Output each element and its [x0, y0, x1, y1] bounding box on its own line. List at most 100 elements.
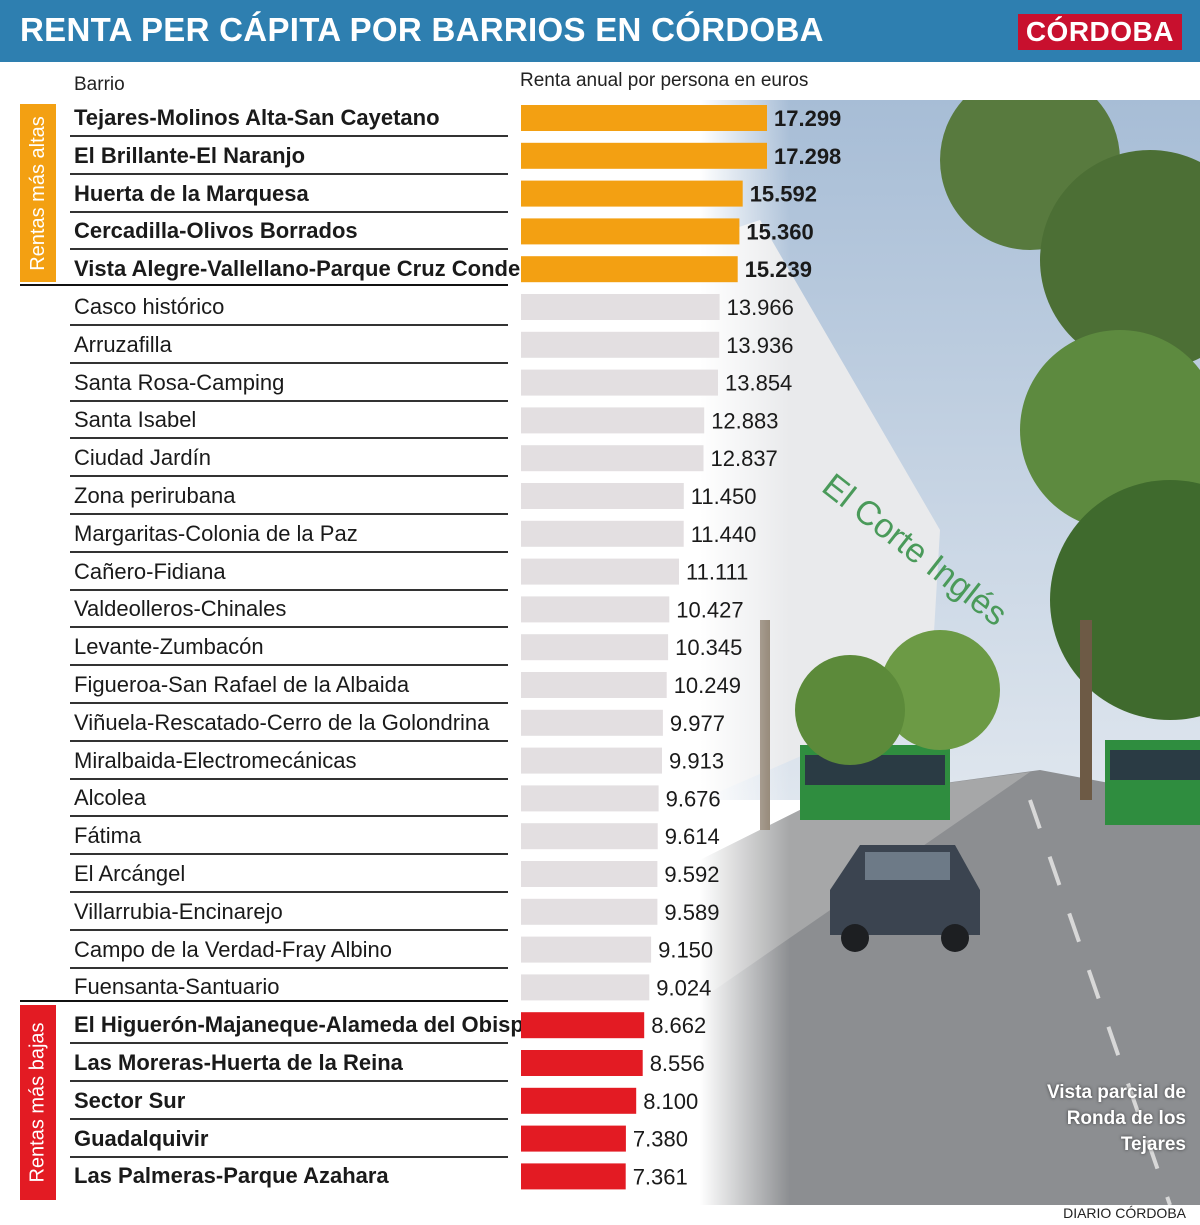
row-rule [70, 966, 508, 969]
value-label: 9.589 [664, 900, 719, 925]
category-label: Viñuela-Rescatado-Cerro de la Golondrina [74, 709, 490, 735]
row-rule [70, 475, 508, 478]
value-label: 9.150 [658, 938, 713, 963]
bar [521, 142, 767, 169]
caption-line: Vista parcial de [1046, 1082, 1186, 1103]
category-label: Las Palmeras-Parque Azahara [74, 1163, 389, 1189]
value-label: 8.556 [650, 1051, 705, 1076]
value-label: 7.380 [633, 1127, 688, 1152]
bar [521, 823, 658, 850]
value-label: 10.427 [676, 597, 743, 622]
bar [521, 672, 667, 698]
bar [521, 634, 669, 661]
row-rule [70, 1080, 508, 1082]
row-rule [70, 513, 508, 515]
row-rule [70, 399, 508, 402]
category-label: Figueroa-San Rafael de la Albaida [74, 672, 410, 697]
bar [521, 294, 720, 320]
caption-line: Tejares [1120, 1134, 1186, 1155]
row-rule [70, 1042, 508, 1045]
category-label: Arruzafilla [74, 331, 172, 357]
value-label: 13.966 [727, 295, 794, 320]
bar [521, 483, 684, 509]
bar [521, 1050, 643, 1076]
category-label: Casco histórico [74, 294, 225, 319]
value-label: 9.977 [670, 711, 725, 736]
bar [521, 861, 658, 887]
bar [521, 785, 659, 812]
row-rule [70, 702, 508, 704]
category-label: El Higuerón-Majaneque-Alameda del Obispo [74, 1012, 538, 1038]
source-credit: DIARIO CÓRDOBA [1063, 1205, 1186, 1221]
column-header-barrio: Barrio [74, 74, 125, 95]
bar [521, 105, 767, 131]
value-label: 15.239 [745, 257, 812, 282]
category-label: Cañero-Fidiana [74, 558, 226, 584]
bar [521, 256, 738, 283]
bar [521, 898, 658, 925]
row-rule [70, 777, 508, 780]
category-label: Alcolea [74, 785, 147, 811]
column-header-renta: Renta anual por persona en euros [520, 70, 809, 91]
category-label: Zona perirubana [74, 483, 236, 508]
row-rule [70, 891, 508, 893]
row-rule [70, 928, 508, 931]
bar [521, 936, 652, 963]
value-label: 8.662 [651, 1013, 706, 1038]
bar [521, 747, 662, 774]
category-label: El Arcángel [74, 861, 186, 886]
value-label: 17.298 [774, 144, 841, 169]
category-label: Las Moreras-Huerta de la Reina [74, 1050, 403, 1075]
value-label: 9.592 [664, 862, 719, 887]
bar [521, 1125, 626, 1152]
row-rule [70, 324, 508, 326]
bar [521, 1087, 637, 1114]
category-label: Campo de la Verdad-Fray Albino [74, 936, 392, 962]
row-rule [70, 1117, 508, 1120]
row-rule [70, 135, 508, 137]
row-rule [70, 664, 508, 667]
band-high-income: Rentas más altas [20, 104, 56, 282]
category-label: Santa Isabel [74, 407, 197, 433]
row-rule [70, 739, 508, 742]
value-label: 17.299 [774, 106, 841, 131]
bar [521, 974, 650, 1001]
category-label: Valdeolleros-Chinales [74, 596, 287, 622]
row-rule [70, 1155, 508, 1158]
row-rule [70, 172, 508, 175]
row-rule [70, 437, 508, 440]
category-label: Margaritas-Colonia de la Paz [74, 520, 358, 546]
category-label: Huerta de la Marquesa [74, 180, 309, 206]
header-bar: RENTA PER CÁPITA POR BARRIOS EN CÓRDOBA … [0, 0, 1200, 62]
category-label: Sector Sur [74, 1087, 186, 1113]
value-label: 8.100 [643, 1089, 698, 1114]
bar [521, 369, 718, 396]
value-label: 15.360 [746, 219, 813, 244]
category-label: Guadalquivir [74, 1125, 209, 1151]
caption-line: Ronda de los [1066, 1108, 1186, 1129]
bar [521, 331, 720, 358]
value-label: 12.883 [711, 408, 778, 433]
street-photo: El Corte Inglés [700, 100, 1200, 1205]
category-label: Miralbaida-Electromecánicas [74, 747, 357, 773]
bar [521, 596, 670, 623]
bar [521, 709, 663, 736]
value-label: 9.676 [666, 786, 721, 811]
separator-low [20, 1000, 508, 1002]
row-rule [70, 626, 508, 629]
bar [521, 445, 704, 472]
brand-logo: CÓRDOBA [1017, 14, 1182, 50]
category-label: Fuensanta-Santuario [74, 974, 280, 1000]
bar [521, 180, 743, 207]
category-label: Tejares-Molinos Alta-San Cayetano [74, 105, 440, 130]
photo-caption: Vista parcial de Ronda de los Tejares [986, 1080, 1186, 1158]
category-label: El Brillante-El Naranjo [74, 142, 306, 168]
band-low-income: Rentas más bajas [20, 1005, 56, 1200]
value-label: 13.936 [726, 333, 793, 358]
value-label: 9.913 [669, 749, 724, 774]
row-rule [70, 550, 508, 553]
value-label: 9.614 [665, 824, 720, 849]
row-rule [70, 815, 508, 818]
bar [521, 407, 705, 434]
category-label: Fátima [74, 823, 142, 849]
